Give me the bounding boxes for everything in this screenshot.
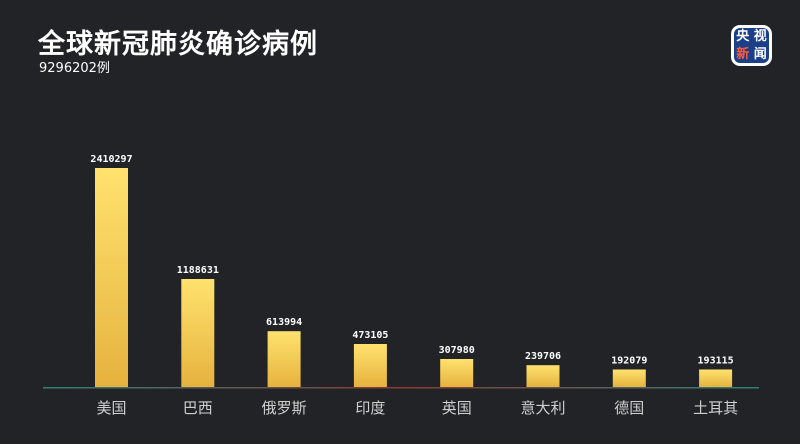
value-label-2: 613994 xyxy=(266,317,302,328)
bar-3 xyxy=(353,344,387,387)
cctv-news-logo: 央 视 新 闻 xyxy=(731,25,772,66)
category-label-7: 土耳其 xyxy=(693,399,738,417)
value-label-3: 473105 xyxy=(352,330,388,341)
value-label-5: 239706 xyxy=(525,351,561,362)
category-label-4: 英国 xyxy=(442,399,472,417)
logo-char-1: 央 xyxy=(736,29,750,45)
bar-2 xyxy=(267,331,301,387)
value-label-0: 2410297 xyxy=(90,154,132,165)
category-label-0: 美国 xyxy=(96,399,126,417)
value-label-4: 307980 xyxy=(439,345,475,356)
chart-title: 全球新冠肺炎确诊病例 xyxy=(38,29,318,60)
bar-7 xyxy=(699,369,733,387)
logo-char-4: 闻 xyxy=(753,46,767,62)
bar-5 xyxy=(526,365,560,387)
value-label-6: 192079 xyxy=(611,356,647,367)
logo-char-2: 视 xyxy=(753,29,767,45)
bar-4 xyxy=(440,359,474,387)
category-label-5: 意大利 xyxy=(520,399,565,417)
x-axis-line xyxy=(43,387,759,389)
value-label-1: 1188631 xyxy=(177,265,219,276)
bar-6 xyxy=(612,369,646,387)
bar-0 xyxy=(95,168,128,387)
value-label-7: 193115 xyxy=(698,356,734,367)
category-label-3: 印度 xyxy=(355,399,385,417)
bar-1 xyxy=(181,279,215,387)
category-label-2: 俄罗斯 xyxy=(262,399,307,417)
logo-char-3: 新 xyxy=(736,46,750,62)
category-label-6: 德国 xyxy=(614,399,644,417)
total-cases: 9296202例 xyxy=(39,61,110,76)
category-label-1: 巴西 xyxy=(183,399,213,417)
